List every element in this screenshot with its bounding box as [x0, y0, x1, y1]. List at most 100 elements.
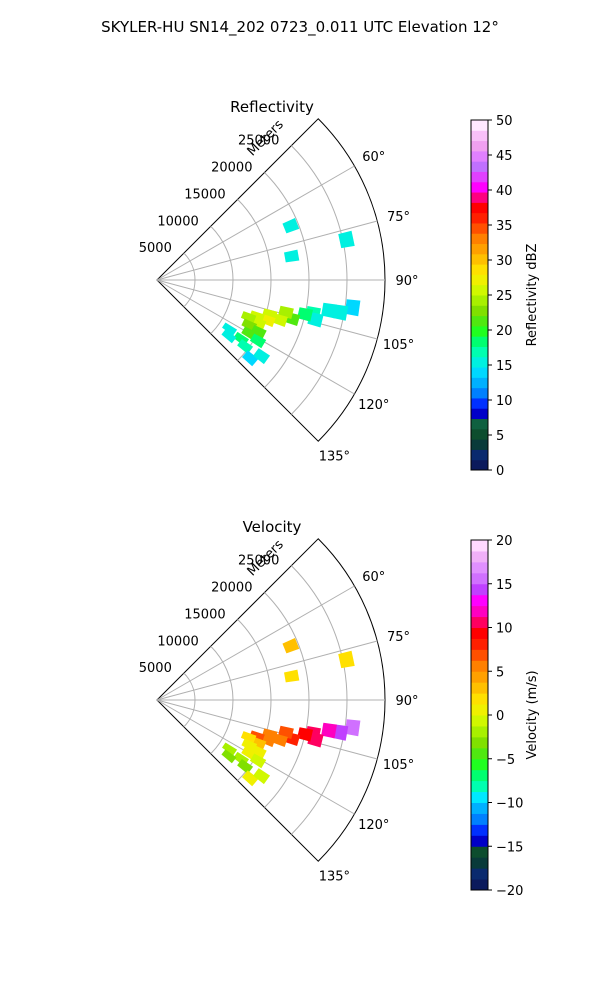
colorbar-swatch	[471, 846, 488, 858]
colorbar-swatch	[471, 397, 488, 409]
range-tick-label: 25000	[238, 134, 279, 149]
colorbar-swatch	[471, 791, 488, 803]
data-cell	[240, 731, 257, 744]
colorbar-tick-label: 5	[496, 665, 504, 680]
data-cell	[282, 638, 300, 654]
colorbar-swatch	[471, 387, 488, 399]
colorbar-tick-label: 45	[496, 149, 513, 164]
data-cell	[338, 650, 355, 669]
azimuth-tick-label: 60°	[362, 150, 385, 165]
colorbar-swatch	[471, 572, 488, 585]
azimuth-tick-label: 135°	[319, 449, 350, 464]
colorbar-swatch	[471, 715, 488, 727]
azimuth-tick-label: 135°	[319, 869, 350, 884]
azimuth-gridline	[156, 220, 378, 281]
colorbar-swatch	[471, 605, 488, 618]
colorbar-swatch	[471, 408, 488, 420]
colorbar-swatch	[471, 682, 488, 694]
colorbar-tick-label: 10	[496, 622, 513, 637]
data-cell	[344, 299, 361, 317]
colorbar-swatch	[471, 356, 488, 368]
data-cell	[332, 724, 349, 741]
colorbar-swatch	[471, 561, 488, 574]
colorbar-swatch	[471, 660, 488, 672]
range-tick-label: 20000	[211, 161, 252, 176]
data-cell	[222, 322, 238, 336]
colorbar-tick-label: 30	[496, 254, 513, 269]
colorbar-tick-label: 50	[496, 114, 513, 129]
colorbar-swatch	[471, 693, 488, 705]
data-cell	[222, 742, 238, 756]
colorbar-swatch	[471, 802, 488, 814]
data-cells	[221, 218, 361, 367]
reflectivity-panel: Reflectivity500010000150002000025000Mete…	[139, 98, 540, 479]
colorbar-swatch	[471, 253, 488, 265]
data-cell	[284, 249, 300, 263]
colorbar-swatch	[471, 130, 488, 142]
colorbar-swatch	[471, 594, 488, 607]
colorbar-swatch	[471, 449, 488, 461]
colorbar-swatch	[471, 704, 488, 716]
colorbar-swatch	[471, 315, 488, 327]
range-tick-label: 25000	[238, 554, 279, 569]
data-cell	[253, 768, 271, 785]
azimuth-gridline	[156, 165, 355, 281]
colorbar-swatch	[471, 835, 488, 847]
colorbar-tick-label: −5	[496, 753, 515, 768]
colorbar-swatch	[471, 192, 488, 203]
colorbar-tick-label: 20	[496, 324, 513, 339]
colorbar-swatch	[471, 638, 488, 650]
colorbar-tick-label: 35	[496, 219, 513, 234]
colorbar-swatch	[471, 868, 488, 880]
azimuth-tick-label: 120°	[358, 398, 389, 413]
colorbar-swatch	[471, 769, 488, 782]
colorbar-swatch	[471, 540, 488, 552]
colorbar-tick-label: 15	[496, 359, 513, 374]
colorbar-tick-label: 0	[496, 464, 504, 479]
data-cell	[237, 758, 254, 774]
range-tick-label: 20000	[211, 581, 252, 596]
colorbar-swatch	[471, 627, 488, 639]
azimuth-tick-label: 75°	[387, 630, 410, 645]
colorbar-swatch	[471, 725, 488, 738]
colorbar-swatch	[471, 459, 488, 471]
colorbar-tick-label: 0	[496, 709, 504, 724]
colorbar-swatch	[471, 428, 488, 440]
colorbar-swatch	[471, 583, 488, 596]
colorbar-swatch	[471, 161, 488, 172]
data-cell	[242, 770, 259, 787]
data-cell	[297, 727, 314, 742]
colorbar-swatch	[471, 305, 488, 317]
colorbar-swatch	[471, 377, 488, 389]
colorbar-tick-label: 15	[496, 578, 513, 593]
colorbar-swatch	[471, 736, 488, 749]
colorbar-swatch	[471, 150, 488, 162]
colorbar-swatch	[471, 367, 488, 378]
data-cell	[321, 302, 337, 319]
colorbar-swatch	[471, 824, 488, 836]
colorbar-swatch	[471, 120, 488, 131]
colorbar-swatch	[471, 222, 488, 234]
panel-title: Velocity	[243, 518, 302, 536]
azimuth-tick-label: 90°	[395, 694, 418, 709]
azimuth-tick-label: 105°	[383, 338, 414, 353]
range-tick-label: 15000	[184, 607, 225, 622]
colorbar-tick-label: 10	[496, 394, 513, 409]
azimuth-tick-label: 120°	[358, 818, 389, 833]
colorbar-swatch	[471, 418, 488, 430]
data-cell	[253, 348, 271, 365]
colorbar-swatch	[471, 813, 488, 825]
data-cell	[237, 338, 254, 354]
range-tick-label: 5000	[139, 661, 172, 676]
colorbar-swatch	[471, 202, 488, 214]
colorbar-swatch	[471, 181, 488, 193]
data-cell	[344, 719, 361, 737]
data-cell	[249, 753, 267, 769]
azimuth-gridline	[156, 585, 355, 701]
data-cell	[297, 307, 314, 322]
colorbar-swatch	[471, 780, 488, 793]
colorbar-tick-label: 5	[496, 429, 504, 444]
panel-title: Reflectivity	[230, 98, 314, 116]
